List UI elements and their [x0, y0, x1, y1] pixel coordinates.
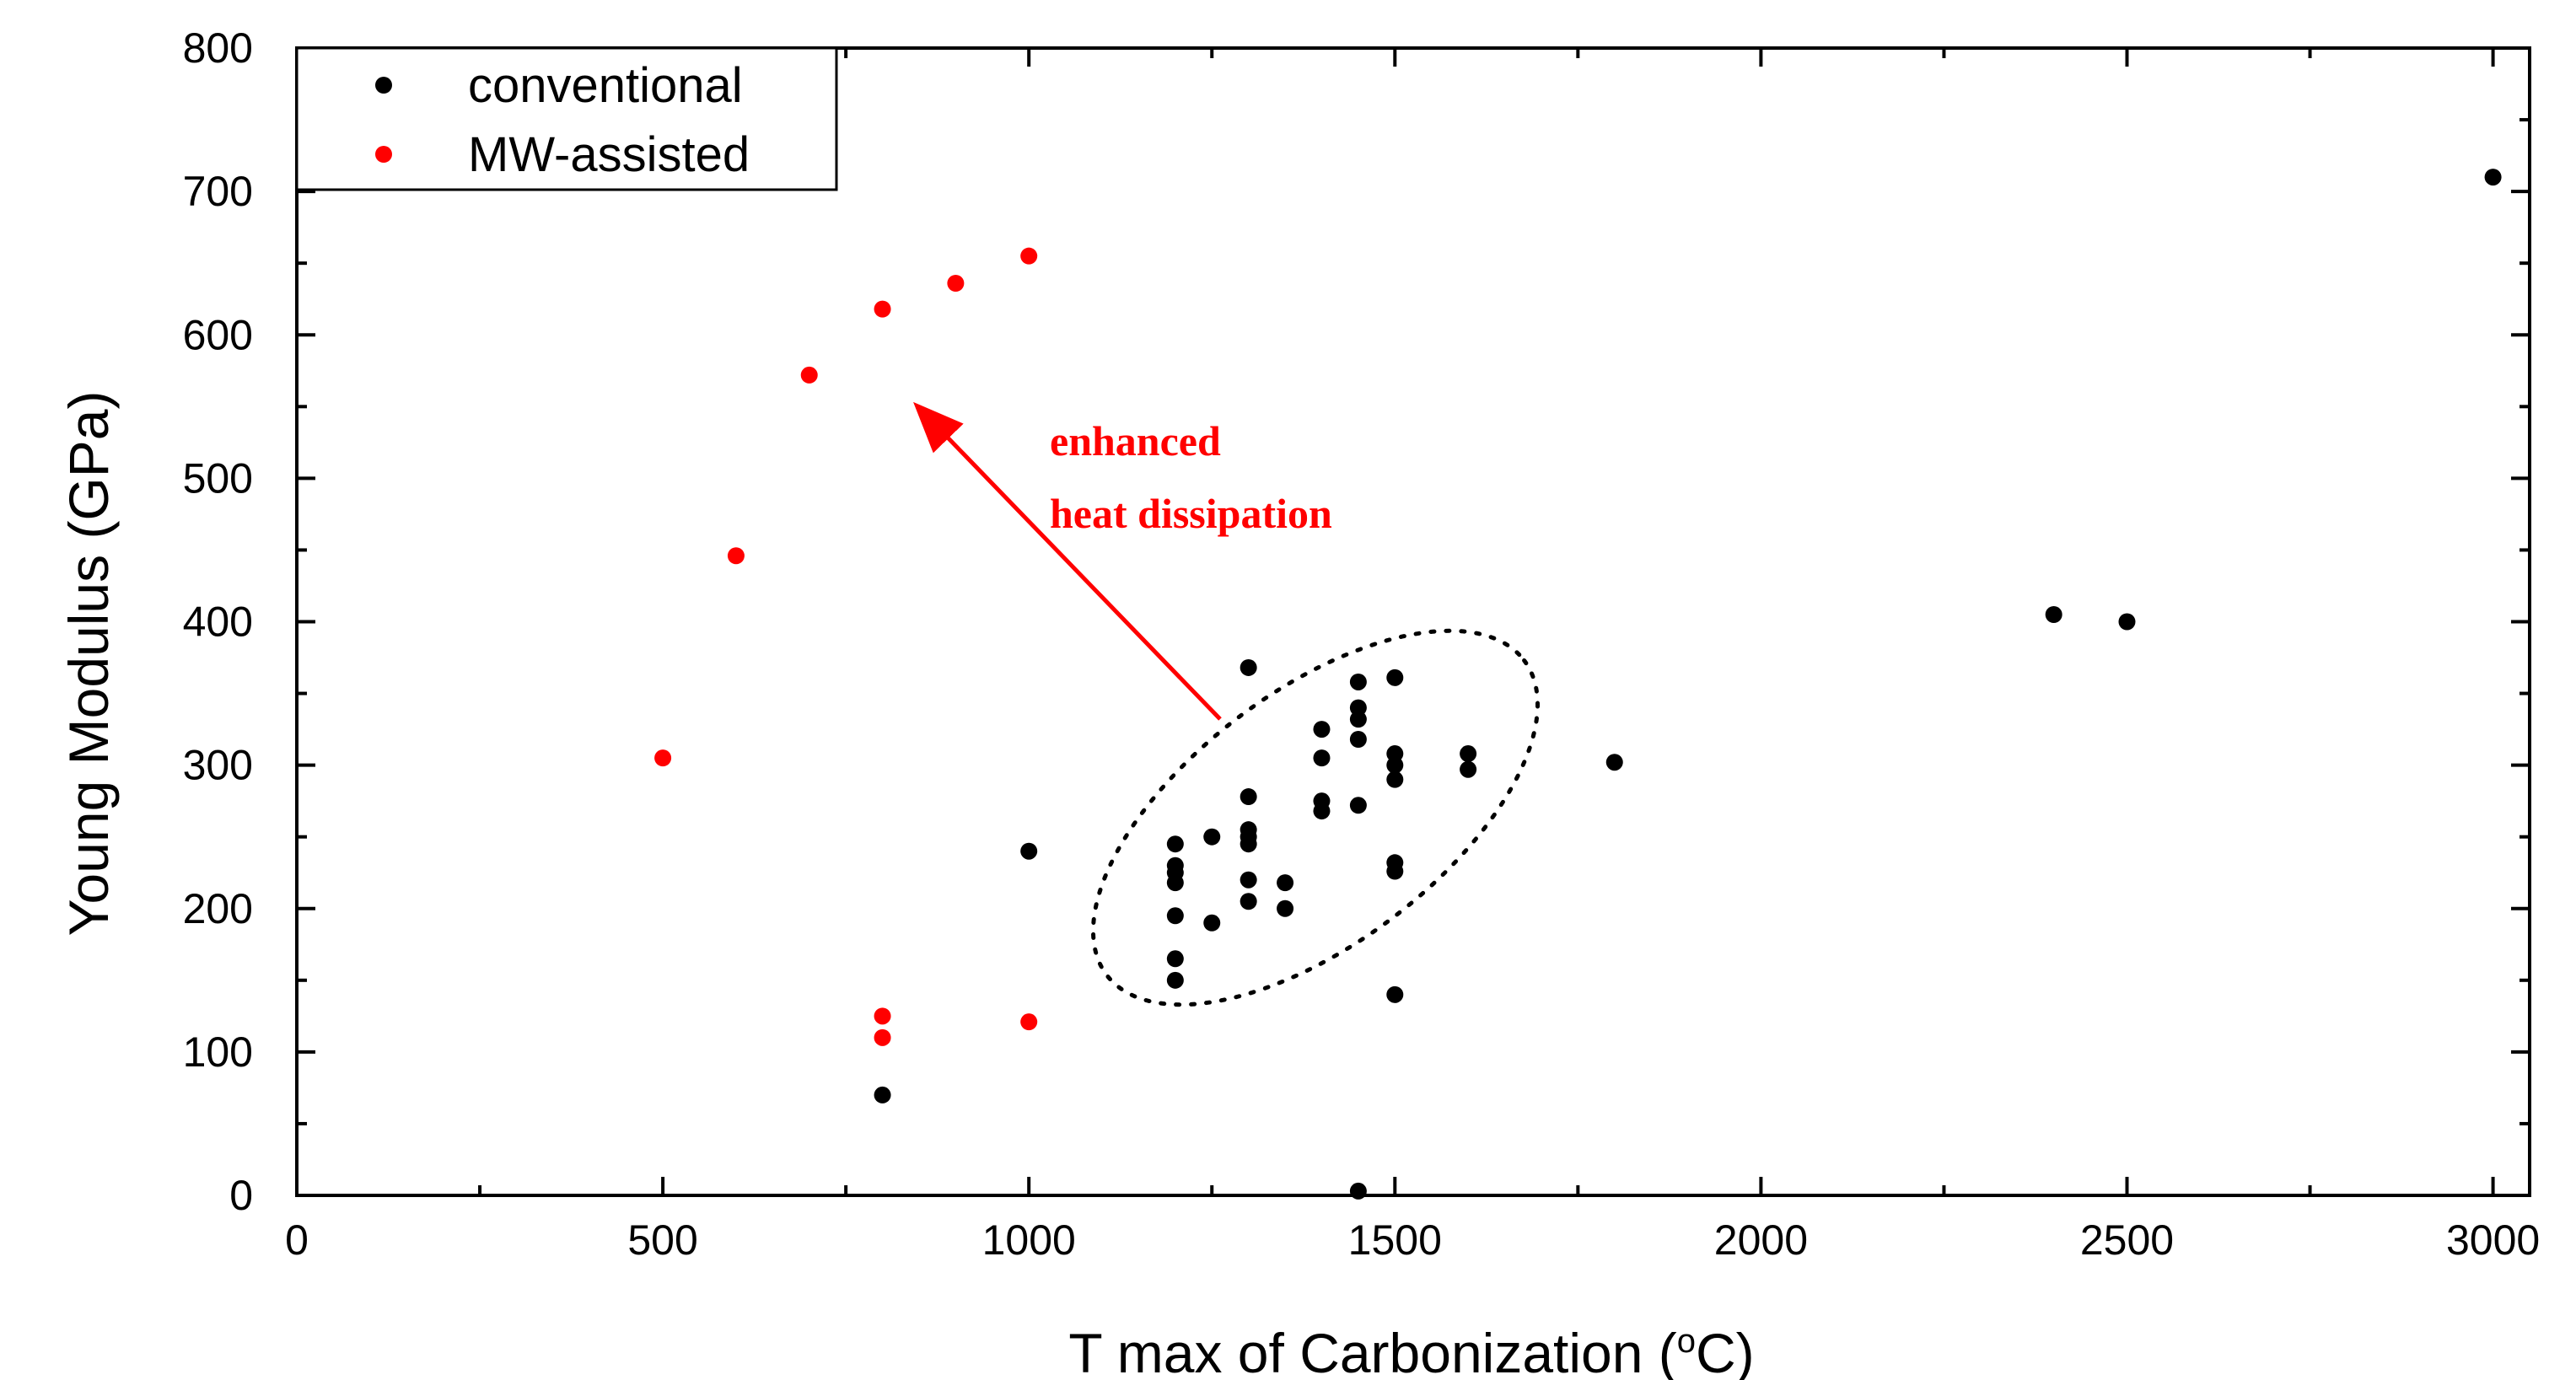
point-conventional	[1166, 907, 1184, 925]
annotation-arrow	[913, 401, 1222, 721]
point-conventional	[1386, 669, 1404, 686]
data-points	[654, 169, 2502, 1200]
y-axis-title: Young Modulus (GPa)	[57, 391, 120, 937]
point-conventional	[1203, 914, 1221, 932]
point-conventional	[1313, 803, 1331, 820]
x-tick-label: 1500	[1348, 1216, 1442, 1264]
point-conventional	[1240, 871, 1257, 889]
y-tick-label: 200	[183, 885, 253, 932]
point-conventional	[1460, 760, 1477, 778]
point-mw-assisted	[800, 366, 818, 384]
point-conventional	[1386, 771, 1404, 788]
point-conventional	[1240, 658, 1257, 676]
point-conventional	[1166, 971, 1184, 989]
point-mw-assisted	[874, 1007, 891, 1025]
legend-label-mw-assisted: MW-assisted	[468, 127, 750, 182]
point-mw-assisted	[874, 1028, 891, 1046]
point-conventional	[1277, 874, 1294, 892]
point-conventional	[1240, 788, 1257, 806]
point-conventional	[1386, 756, 1404, 774]
point-conventional	[1349, 731, 1367, 749]
annotation-line-2: heat dissipation	[1050, 490, 1332, 537]
legend-box	[295, 46, 838, 191]
annotation-line-1: enhanced	[1050, 417, 1221, 464]
x-tick-label: 2000	[1714, 1216, 1808, 1264]
point-conventional	[874, 1086, 891, 1103]
point-conventional	[1166, 950, 1184, 968]
x-tick-label: 0	[285, 1216, 309, 1264]
x-tick-label: 500	[627, 1216, 697, 1264]
point-conventional	[1349, 1182, 1367, 1200]
y-tick-label: 500	[183, 454, 253, 502]
axis-ticks	[295, 46, 2530, 1197]
point-mw-assisted	[874, 300, 891, 318]
point-conventional	[1240, 893, 1257, 910]
point-mw-assisted	[727, 547, 745, 565]
point-conventional	[1605, 754, 1623, 771]
x-axis-title: T max of Carbonization (oC)	[1068, 1322, 1754, 1380]
y-tick-label: 400	[183, 599, 253, 646]
y-tick-label: 700	[183, 168, 253, 215]
axis-tick-labels: 0 500 1000 1500 2000 2500 3000 0 100 200 300 400 500…	[183, 24, 2541, 1264]
point-mw-assisted	[947, 275, 965, 293]
legend: conventional MW-assisted	[295, 46, 838, 191]
legend-marker-mw-assisted	[375, 146, 392, 163]
point-conventional	[1349, 673, 1367, 690]
point-conventional	[1386, 985, 1404, 1003]
point-conventional	[1313, 749, 1331, 767]
point-conventional	[2045, 605, 2062, 623]
x-tick-label: 1000	[982, 1216, 1076, 1264]
point-conventional	[1386, 862, 1404, 880]
point-conventional	[1203, 828, 1221, 846]
point-conventional	[1277, 899, 1294, 917]
point-conventional	[2484, 169, 2502, 186]
legend-marker-conventional	[375, 77, 392, 94]
plot-frame	[295, 46, 2531, 1197]
point-conventional	[1349, 711, 1367, 728]
y-tick-label: 100	[183, 1028, 253, 1076]
point-conventional	[1166, 874, 1184, 892]
point-conventional	[1313, 721, 1331, 738]
point-conventional	[1349, 797, 1367, 814]
y-tick-label: 0	[229, 1172, 253, 1219]
point-conventional	[1166, 835, 1184, 853]
legend-label-conventional: conventional	[468, 58, 743, 113]
y-tick-label: 600	[183, 311, 253, 358]
y-tick-label: 300	[183, 742, 253, 789]
point-mw-assisted	[1020, 247, 1038, 265]
y-tick-label: 800	[183, 24, 253, 72]
point-conventional	[1240, 835, 1257, 853]
x-tick-label: 2500	[2080, 1216, 2174, 1264]
point-conventional	[2118, 613, 2136, 631]
point-conventional	[1020, 842, 1038, 860]
highlight-ellipse	[1090, 628, 1541, 1007]
point-mw-assisted	[1020, 1013, 1038, 1031]
point-mw-assisted	[654, 749, 672, 767]
x-tick-label: 3000	[2446, 1216, 2540, 1264]
point-conventional	[1460, 745, 1477, 763]
